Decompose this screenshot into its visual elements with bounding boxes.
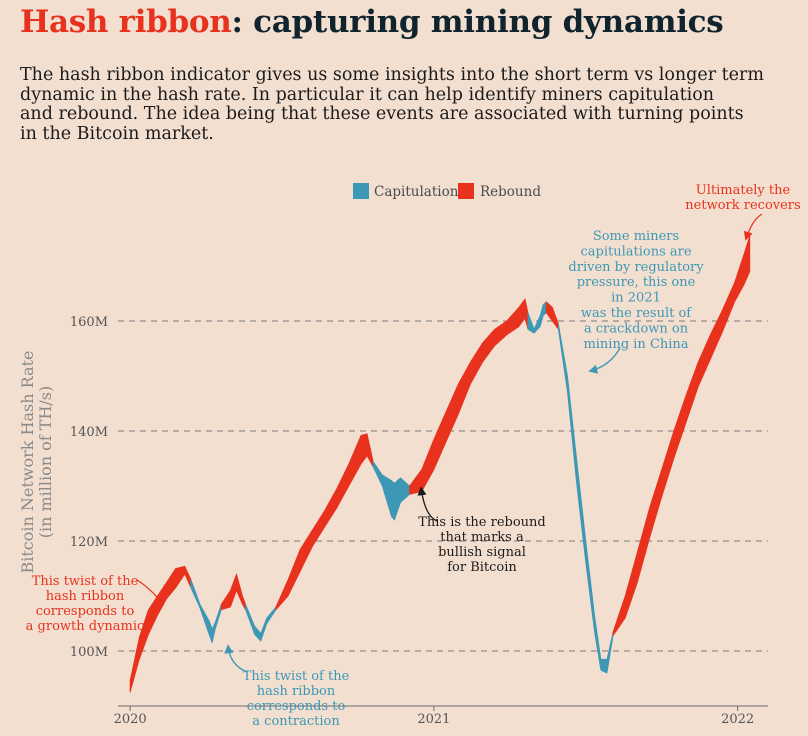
subtitle-line: dynamic in the hash rate. In particular … bbox=[20, 84, 715, 105]
annotation-line: This twist of the bbox=[243, 669, 350, 684]
chart-subtitle: The hash ribbon indicator gives us some … bbox=[20, 65, 780, 144]
rebound-segment bbox=[409, 298, 529, 495]
annotation-line: in 2021 bbox=[611, 291, 661, 306]
annotation-line: for Bitcoin bbox=[447, 560, 517, 575]
y-axis-label-line: (in million of TH/s) bbox=[36, 386, 55, 539]
annotation-text: This twist of the hash ribbon corresponds … bbox=[243, 669, 350, 729]
annotation-line: a contraction bbox=[252, 714, 340, 729]
annotation-text: Some miners capitulations are driven by re… bbox=[568, 229, 704, 352]
legend-label: Capitulation bbox=[374, 184, 459, 200]
subtitle-line: in the Bitcoin market. bbox=[20, 123, 214, 144]
annotation-line: corresponds to bbox=[247, 699, 346, 714]
x-axis: 2020 2021 2022 bbox=[114, 705, 768, 727]
legend-label: Rebound bbox=[480, 184, 541, 200]
annotation-line: hash ribbon bbox=[257, 684, 336, 699]
annotation-text: This is the rebound that marks a bullish s… bbox=[418, 515, 546, 575]
annotation-line: This is the rebound bbox=[418, 515, 546, 530]
y-tick-label: 140M bbox=[70, 425, 108, 440]
capitulation-segment bbox=[372, 460, 410, 521]
capitulation-segment bbox=[558, 323, 614, 674]
annotation-line: a growth dynamic bbox=[26, 619, 145, 634]
annotation-line: was the result of bbox=[581, 306, 692, 321]
capitulation-segment bbox=[527, 301, 547, 334]
subtitle-line: The hash ribbon indicator gives us some … bbox=[20, 65, 764, 85]
annotation-arrow bbox=[417, 486, 438, 522]
rebound-segment bbox=[275, 433, 374, 611]
title-accent: Hash ribbon bbox=[20, 4, 232, 40]
x-tick-label: 2022 bbox=[721, 712, 754, 727]
grid-lines bbox=[118, 320, 768, 652]
annotation-line: driven by regulatory bbox=[568, 260, 704, 275]
subtitle-line: and rebound. The idea being that these e… bbox=[20, 104, 744, 124]
x-tick-label: 2020 bbox=[114, 712, 147, 727]
annotation-text: Ultimately the network recovers bbox=[685, 183, 800, 213]
legend: Capitulation Rebound bbox=[353, 183, 541, 200]
annotation-line: that marks a bbox=[440, 530, 524, 545]
annotation-line: pressure, this one bbox=[577, 275, 696, 290]
annotation-arrow bbox=[224, 644, 248, 673]
y-axis-label: Bitcoin Network Hash Rate (in million of … bbox=[18, 350, 55, 573]
y-tick-label: 120M bbox=[70, 535, 108, 550]
capitulation-segment bbox=[245, 603, 277, 642]
y-tick-label: 100M bbox=[70, 645, 108, 660]
title-rest: : capturing mining dynamics bbox=[231, 4, 724, 40]
annotation-line: hash ribbon bbox=[46, 589, 125, 604]
annotation-line: mining in China bbox=[583, 337, 688, 352]
annotation-line: network recovers bbox=[685, 198, 800, 213]
rebound-segment bbox=[612, 235, 751, 636]
y-tick-label: 160M bbox=[70, 315, 108, 330]
ribbon-series bbox=[129, 235, 751, 693]
annotation-arrow bbox=[743, 213, 763, 241]
annotation-text: This twist of the hash ribbon corresponds … bbox=[26, 574, 145, 634]
rebound-segment bbox=[545, 301, 559, 330]
x-tick-label: 2021 bbox=[417, 712, 450, 727]
annotation-line: Ultimately the bbox=[696, 183, 791, 198]
annotation-arrow bbox=[588, 347, 621, 374]
rebound-segment bbox=[220, 573, 246, 611]
annotation-line: bullish signal bbox=[438, 545, 526, 560]
annotations: This twist of the hash ribbon corresponds … bbox=[26, 183, 801, 729]
legend-swatch bbox=[353, 183, 369, 199]
annotation-line: Some miners bbox=[593, 229, 679, 244]
annotation-line: This twist of the bbox=[32, 574, 139, 589]
y-axis-label-line: Bitcoin Network Hash Rate bbox=[18, 350, 37, 573]
capitulation-segment bbox=[190, 579, 222, 644]
y-tick-labels: 100M 120M 140M 160M bbox=[70, 315, 108, 660]
chart-title: Hash ribbon: capturing mining dynamics bbox=[20, 4, 724, 40]
annotation-line: corresponds to bbox=[36, 604, 135, 619]
annotation-line: capitulations are bbox=[580, 244, 691, 259]
annotation-line: a crackdown on bbox=[584, 321, 689, 336]
legend-swatch bbox=[458, 183, 474, 199]
annotation-arrow bbox=[136, 579, 165, 606]
